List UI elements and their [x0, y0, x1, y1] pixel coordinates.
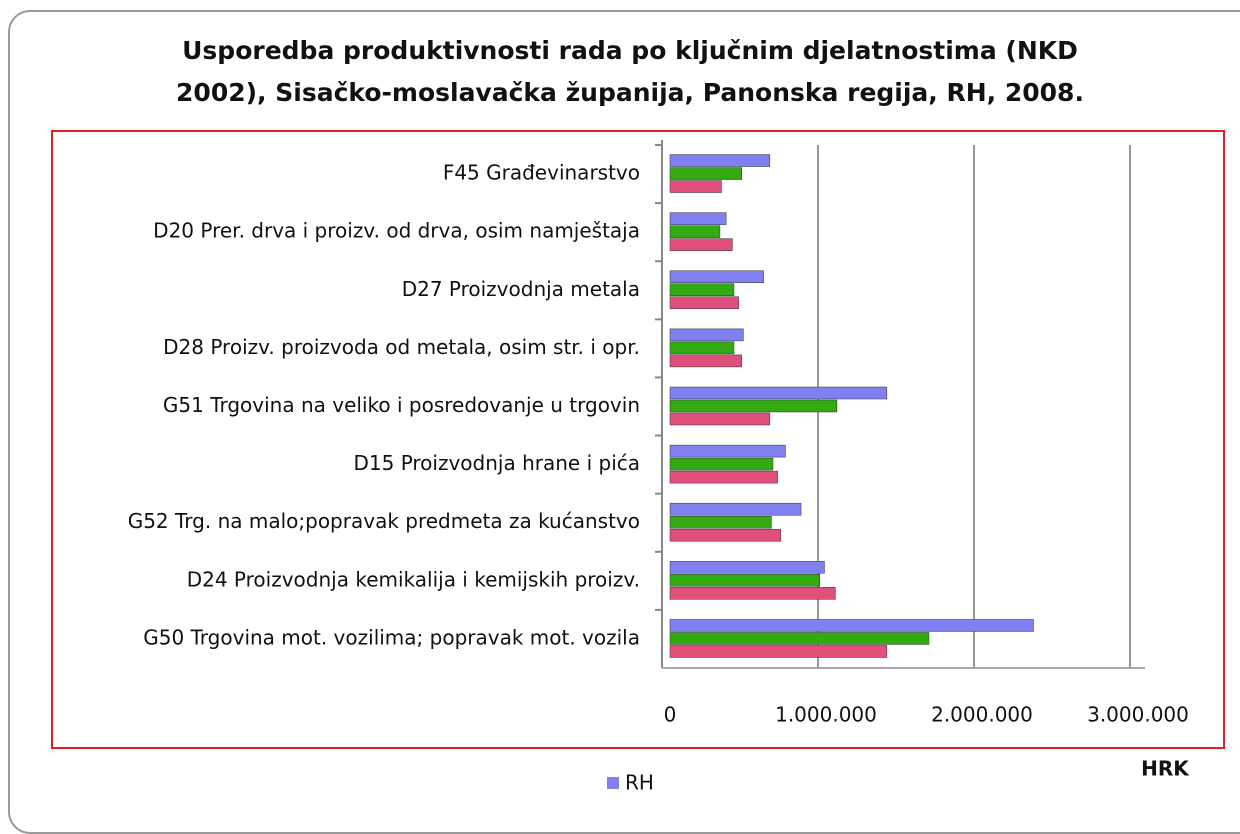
bar — [669, 225, 721, 238]
bar — [669, 645, 888, 658]
bar — [669, 574, 821, 587]
bar — [669, 502, 802, 516]
bar — [669, 328, 744, 342]
bar — [669, 632, 930, 645]
bar — [669, 399, 838, 413]
bar — [669, 212, 727, 225]
bar — [669, 296, 739, 310]
bar — [669, 270, 764, 284]
x-tick-label: 2.000.000 — [931, 703, 1033, 727]
plot-frame — [51, 130, 1225, 749]
bar — [669, 444, 786, 458]
y-tick-label: D20 Prer. drva i proizv. od drva, osim n… — [153, 219, 640, 243]
legend-label: RH — [625, 771, 654, 795]
y-tick-label: G52 Trg. na malo;popravak predmeta za ku… — [128, 509, 640, 533]
y-tick-label: D15 Proizvodnja hrane i pića — [353, 451, 640, 475]
bar — [669, 457, 774, 471]
bar — [669, 528, 782, 542]
bar — [669, 515, 772, 529]
bar — [669, 341, 735, 355]
bar — [669, 561, 825, 574]
bar — [669, 587, 836, 600]
legend-swatch — [607, 777, 619, 789]
bar — [669, 412, 771, 426]
x-tick-label: 3.000.000 — [1087, 703, 1189, 727]
y-tick-label: D28 Proizv. proizvoda od metala, osim st… — [163, 335, 640, 359]
y-tick-label: G50 Trgovina mot. vozilima; popravak mot… — [143, 625, 640, 649]
bar — [669, 470, 778, 484]
chart: HRK 0 1.000.000 2.000.000 3.000.000 F45 Građ… — [51, 130, 1225, 795]
bar — [669, 180, 722, 193]
x-tick-label: 1.000.000 — [775, 703, 877, 727]
bar — [669, 238, 733, 251]
y-tick-label: G51 Trgovina na veliko i posredovanje u … — [163, 393, 640, 417]
bar — [669, 619, 1034, 632]
chart-title: Usporedba produktivnosti rada po ključni… — [176, 36, 1084, 107]
x-tick-label: 0 — [664, 703, 677, 727]
bar — [669, 354, 743, 368]
y-tick-label: D27 Proizvodnja metala — [402, 277, 640, 301]
panel — [8, 10, 1240, 834]
y-tick-label: D24 Proizvodnja kemikalija i kemijskih p… — [187, 567, 640, 591]
y-tick-label: F45 Građevinarstvo — [443, 161, 640, 185]
bar — [669, 154, 771, 167]
bar — [669, 283, 735, 297]
bar — [669, 167, 743, 180]
x-axis-label: HRK — [1141, 757, 1190, 781]
bar — [669, 386, 888, 400]
